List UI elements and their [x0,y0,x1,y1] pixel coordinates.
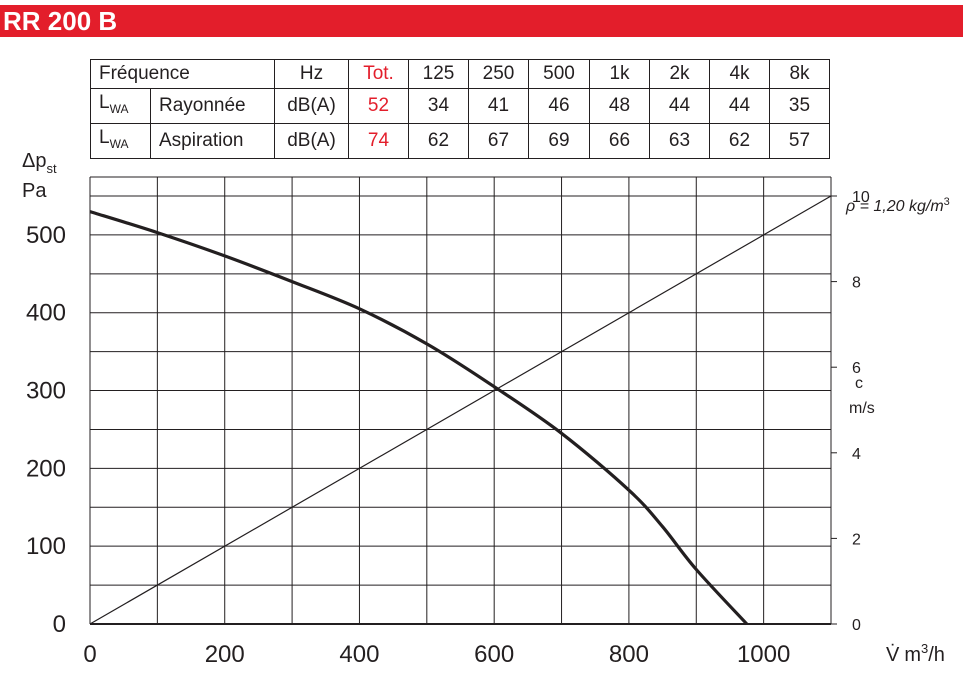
y2-tick-label: 0 [852,617,861,634]
y-axis-unit: Pa [22,180,47,202]
column-header: Tot. [348,59,409,89]
column-header: 4k [709,59,770,89]
y-tick-label: 0 [53,611,66,638]
table-cell: 66 [589,122,650,159]
table-cell: 41 [468,88,529,124]
y2-tick-label: 6 [852,360,861,377]
row-unit: dB(A) [274,122,349,159]
row-label: Rayonnée [150,88,275,124]
table-cell: 34 [408,88,469,124]
y2-axis-symbol: c [855,375,863,392]
x-tick-label: 1000 [737,641,790,668]
table-cell: 62 [709,122,770,159]
y-axis-symbol: Δpst [22,150,57,176]
tick-labels: 0 200 400 600 800 1000 0 100 200 300 400 500 0 2 4 6 8 10 [26,189,870,668]
table-cell: 74 [348,122,409,159]
row-unit: dB(A) [274,88,349,124]
table-header-row: Fréquence Hz Tot. 125 250 500 1k 2k 4k 8… [90,59,830,89]
density-note: ρ = 1,20 kg/m3 [845,196,950,215]
x-axis-label: V̇ m3/h [886,641,945,666]
y-tick-label: 100 [26,533,66,560]
column-header: 2k [649,59,710,89]
table-row: LWA Rayonnée dB(A) 52 34 41 46 48 44 44 … [90,88,830,124]
table-row: LWA Aspiration dB(A) 74 62 67 69 66 63 6… [90,122,830,159]
row-label: Aspiration [150,122,275,159]
pressure-series-line [89,210,748,626]
x-tick-label: 800 [609,641,649,668]
model-title: RR 200 B [3,6,118,36]
table-cell: 63 [649,122,710,159]
table-cell: 62 [408,122,469,159]
title-bar: RR 200 B [0,5,963,37]
column-header: 500 [528,59,590,89]
velocity-series-line [89,195,832,625]
table-cell: 57 [769,122,830,159]
column-header: 1k [589,59,650,89]
y2-tick-label: 10 [852,189,870,206]
y2-tick-label: 2 [852,531,861,548]
lwa-symbol: LWA [90,88,151,124]
frequency-label: Fréquence [90,59,275,89]
grid [89,176,837,625]
column-header: 8k [769,59,830,89]
table-cell: 44 [649,88,710,124]
pressure-curve [89,210,748,626]
y-tick-label: 500 [26,222,66,249]
x-tick-label: 400 [339,641,379,668]
y-tick-label: 200 [26,455,66,482]
sound-power-table: Fréquence Hz Tot. 125 250 500 1k 2k 4k 8… [90,59,830,159]
x-tick-label: 600 [474,641,514,668]
lwa-symbol: LWA [90,122,151,159]
y-tick-label: 300 [26,378,66,405]
table-cell: 35 [769,88,830,124]
y2-tick-label: 4 [852,446,861,463]
x-tick-label: 200 [205,641,245,668]
velocity-line [89,195,832,625]
y-tick-label: 400 [26,300,66,327]
table-cell: 52 [348,88,409,124]
y2-axis-unit: m/s [849,400,875,417]
y2-tick-label: 8 [852,275,861,292]
x-tick-label: 0 [83,641,96,668]
